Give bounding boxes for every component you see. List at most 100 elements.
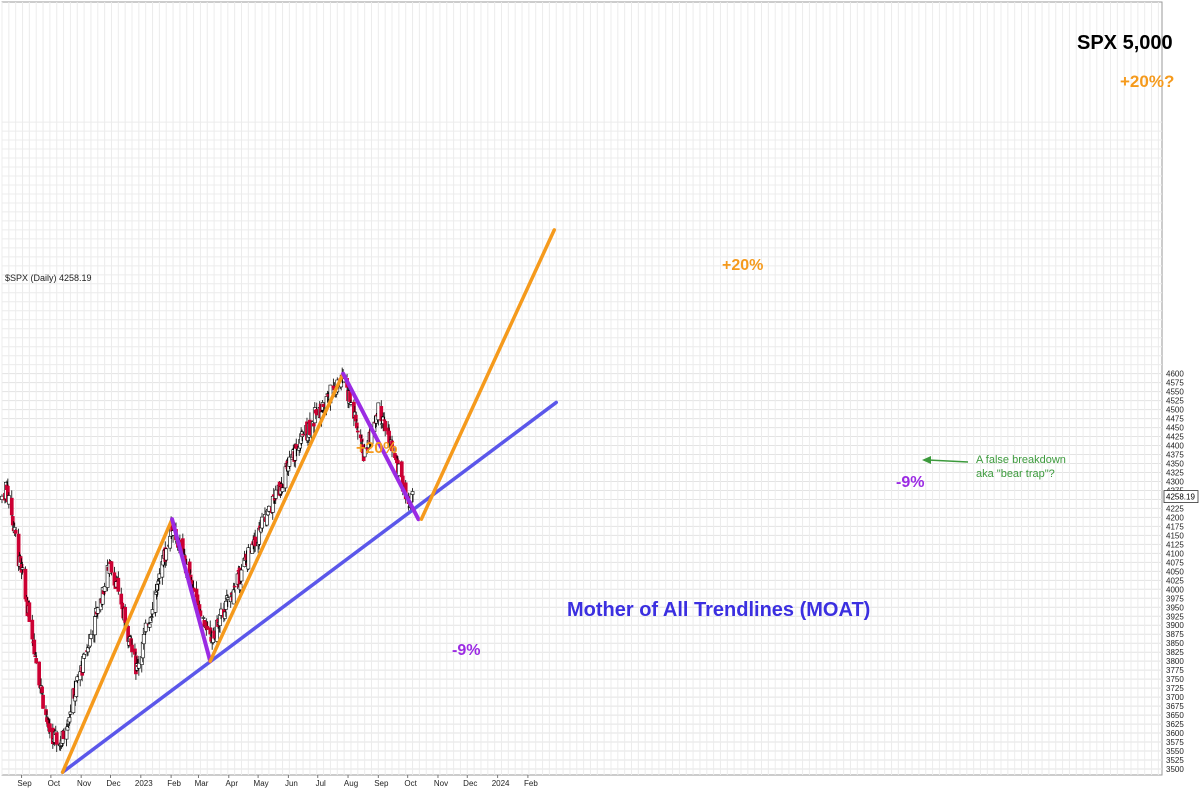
overlay-line-rally-1	[60, 517, 174, 774]
candle-up	[273, 489, 278, 499]
candle-up	[147, 623, 152, 628]
candle-down	[32, 639, 37, 655]
candle-up	[246, 547, 251, 570]
y-tick-label: 3950	[1166, 603, 1184, 612]
bear-trap-note-line1: A false breakdown	[976, 454, 1066, 466]
candle-down	[23, 568, 28, 600]
y-tick-label: 4325	[1166, 468, 1184, 477]
y-tick-label: 4500	[1166, 406, 1184, 415]
y-tick-label: 4025	[1166, 576, 1184, 585]
y-tick-label: 3625	[1166, 720, 1184, 729]
candle-up	[287, 456, 292, 467]
candle-down	[359, 438, 364, 442]
candle-up	[283, 466, 288, 489]
candle-up	[95, 607, 100, 614]
candle-up	[74, 681, 79, 697]
candle-down	[109, 561, 114, 573]
candle-down	[10, 516, 15, 526]
x-tick-label: 2024	[492, 779, 510, 788]
y-tick-label: 4175	[1166, 522, 1184, 531]
x-tick-label: Nov	[77, 779, 91, 788]
y-tick-label: 3525	[1166, 756, 1184, 765]
candle-down	[383, 420, 388, 432]
candle-down	[30, 619, 35, 640]
candle-down	[390, 440, 394, 452]
candle-down	[399, 461, 404, 478]
candle-down	[54, 732, 59, 745]
candle-down	[13, 529, 18, 534]
candle-down	[123, 606, 128, 623]
candle-up	[164, 548, 169, 561]
x-tick-label: Dec	[463, 779, 477, 788]
y-tick-label: 3875	[1166, 630, 1184, 639]
y-tick-label: 3675	[1166, 702, 1184, 711]
x-tick-label: Mar	[195, 779, 209, 788]
y-tick-label: 3925	[1166, 612, 1184, 621]
candle-up	[238, 583, 243, 591]
y-tick-label: 4225	[1166, 504, 1184, 513]
bear-trap-arrow-shaft	[927, 459, 969, 463]
symbol-label: $SPX (Daily) 4258.19	[5, 273, 92, 283]
candle-up	[65, 726, 70, 731]
last-price-label: 4258.19	[1166, 493, 1195, 502]
y-tick-label: 4450	[1166, 424, 1184, 433]
x-tick-label: Sep	[374, 779, 389, 788]
candle-down	[9, 497, 14, 516]
y-tick-label: 4475	[1166, 415, 1184, 424]
y-tick-label: 3825	[1166, 648, 1184, 657]
overlay-line-drop-2	[341, 371, 421, 522]
candle-down	[352, 401, 356, 419]
y-tick-label: 4100	[1166, 549, 1184, 558]
candle-down	[379, 406, 384, 422]
y-tick-label: 4375	[1166, 451, 1184, 460]
candle-down	[354, 414, 358, 422]
candles	[0, 367, 415, 753]
candle-down	[130, 644, 134, 653]
candle-up	[20, 567, 25, 570]
candle-up	[141, 634, 146, 645]
y-tick-label: 4525	[1166, 397, 1184, 406]
x-tick-label: 2023	[135, 779, 153, 788]
x-tick-label: May	[254, 779, 269, 788]
bear-trap-arrow-head	[922, 456, 931, 464]
candle-up	[239, 569, 244, 582]
x-tick-label: Apr	[226, 779, 239, 788]
y-tick-label: 3575	[1166, 738, 1184, 747]
overlay-line-rally-2	[208, 371, 345, 663]
y-tick-label: 4400	[1166, 442, 1184, 451]
bear-trap-note-line2: aka "bear trap"?	[976, 468, 1055, 480]
candle-up	[223, 600, 228, 610]
candle-down	[232, 585, 237, 588]
candle-down	[27, 602, 32, 622]
candle-down	[37, 661, 41, 686]
x-tick-label: Nov	[434, 779, 448, 788]
x-tick-label: Aug	[344, 779, 358, 788]
candle-down	[44, 709, 48, 715]
candle-down	[348, 391, 352, 402]
label-minus9-first: -9%	[452, 642, 480, 659]
overlay-line-projection	[419, 228, 557, 521]
candle-up	[155, 584, 160, 591]
candle-down	[34, 658, 39, 664]
plot-frame	[1, 1, 1163, 776]
candle-down	[187, 561, 192, 574]
candle-up	[410, 491, 415, 495]
candle-up	[280, 487, 285, 492]
label-minus9-second: -9%	[896, 474, 924, 491]
y-tick-label: 4300	[1166, 477, 1184, 486]
y-tick-label: 3750	[1166, 675, 1184, 684]
candle-down	[18, 556, 23, 563]
x-tick-label: Dec	[106, 779, 120, 788]
candle-down	[382, 419, 387, 421]
candle-up	[81, 656, 85, 673]
candle-up	[143, 622, 148, 632]
candle-up	[82, 654, 86, 659]
y-tick-label: 3775	[1166, 666, 1184, 675]
candle-down	[387, 430, 391, 444]
candle-down	[311, 423, 316, 427]
y-tick-label: 3650	[1166, 711, 1184, 720]
y-tick-label: 4075	[1166, 558, 1184, 567]
candle-up	[67, 717, 72, 723]
candle-up	[153, 590, 158, 613]
